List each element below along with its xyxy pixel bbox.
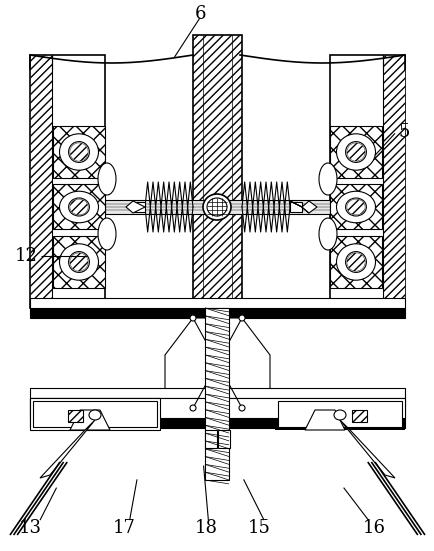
Polygon shape	[70, 410, 110, 430]
Polygon shape	[339, 420, 394, 478]
Bar	[289, 202, 301, 212]
Bar	[329, 236, 381, 288]
Ellipse shape	[190, 315, 196, 321]
Ellipse shape	[318, 218, 336, 250]
Ellipse shape	[59, 191, 98, 223]
Bar	[382, 55, 404, 308]
Text: 15: 15	[247, 519, 270, 537]
Ellipse shape	[346, 199, 364, 215]
Polygon shape	[301, 201, 316, 213]
Ellipse shape	[70, 253, 88, 271]
Bar	[329, 184, 381, 229]
Ellipse shape	[345, 252, 365, 272]
Polygon shape	[164, 318, 270, 408]
Ellipse shape	[70, 199, 88, 215]
Ellipse shape	[336, 244, 375, 280]
Ellipse shape	[346, 143, 364, 161]
Bar	[193, 35, 241, 308]
Ellipse shape	[98, 163, 116, 195]
Ellipse shape	[203, 194, 230, 220]
Polygon shape	[40, 420, 95, 478]
Bar	[30, 398, 160, 430]
Ellipse shape	[318, 163, 336, 195]
Ellipse shape	[89, 410, 101, 420]
Bar	[53, 126, 105, 178]
Ellipse shape	[69, 252, 89, 272]
Bar	[204, 430, 217, 448]
Ellipse shape	[336, 191, 375, 223]
Ellipse shape	[59, 134, 98, 170]
Bar	[33, 401, 157, 427]
Bar	[105, 200, 329, 214]
Bar	[274, 398, 404, 430]
Ellipse shape	[345, 142, 365, 163]
Bar	[30, 308, 404, 318]
Bar	[30, 55, 105, 308]
Text: 16: 16	[362, 519, 385, 537]
Bar	[30, 398, 404, 418]
Text: 5: 5	[398, 123, 409, 141]
Bar	[53, 184, 105, 229]
Text: 17: 17	[112, 519, 135, 537]
Bar	[68, 410, 83, 422]
Ellipse shape	[336, 134, 375, 170]
Text: 12: 12	[15, 247, 37, 265]
Bar	[329, 126, 381, 178]
Bar	[277, 401, 401, 427]
Ellipse shape	[69, 142, 89, 163]
Polygon shape	[126, 201, 145, 213]
Ellipse shape	[333, 410, 345, 420]
Bar	[217, 430, 230, 448]
Bar	[133, 202, 145, 212]
Ellipse shape	[207, 198, 227, 216]
Bar	[30, 55, 52, 308]
Bar	[30, 398, 160, 430]
Polygon shape	[304, 410, 344, 430]
Ellipse shape	[190, 405, 196, 411]
Bar	[351, 410, 366, 422]
Ellipse shape	[345, 198, 365, 216]
Ellipse shape	[98, 218, 116, 250]
Bar	[53, 236, 105, 288]
Text: 13: 13	[19, 519, 42, 537]
Ellipse shape	[59, 244, 98, 280]
Ellipse shape	[346, 253, 364, 271]
Bar	[30, 388, 404, 398]
Bar	[30, 418, 404, 428]
Bar	[30, 398, 404, 418]
Text: 18: 18	[195, 519, 217, 537]
Bar	[30, 298, 404, 308]
Ellipse shape	[238, 315, 244, 321]
Text: 6: 6	[194, 5, 205, 23]
Polygon shape	[289, 201, 308, 213]
Bar	[204, 308, 228, 480]
Ellipse shape	[70, 143, 88, 161]
Ellipse shape	[238, 405, 244, 411]
Ellipse shape	[69, 198, 89, 216]
Bar	[329, 55, 404, 308]
